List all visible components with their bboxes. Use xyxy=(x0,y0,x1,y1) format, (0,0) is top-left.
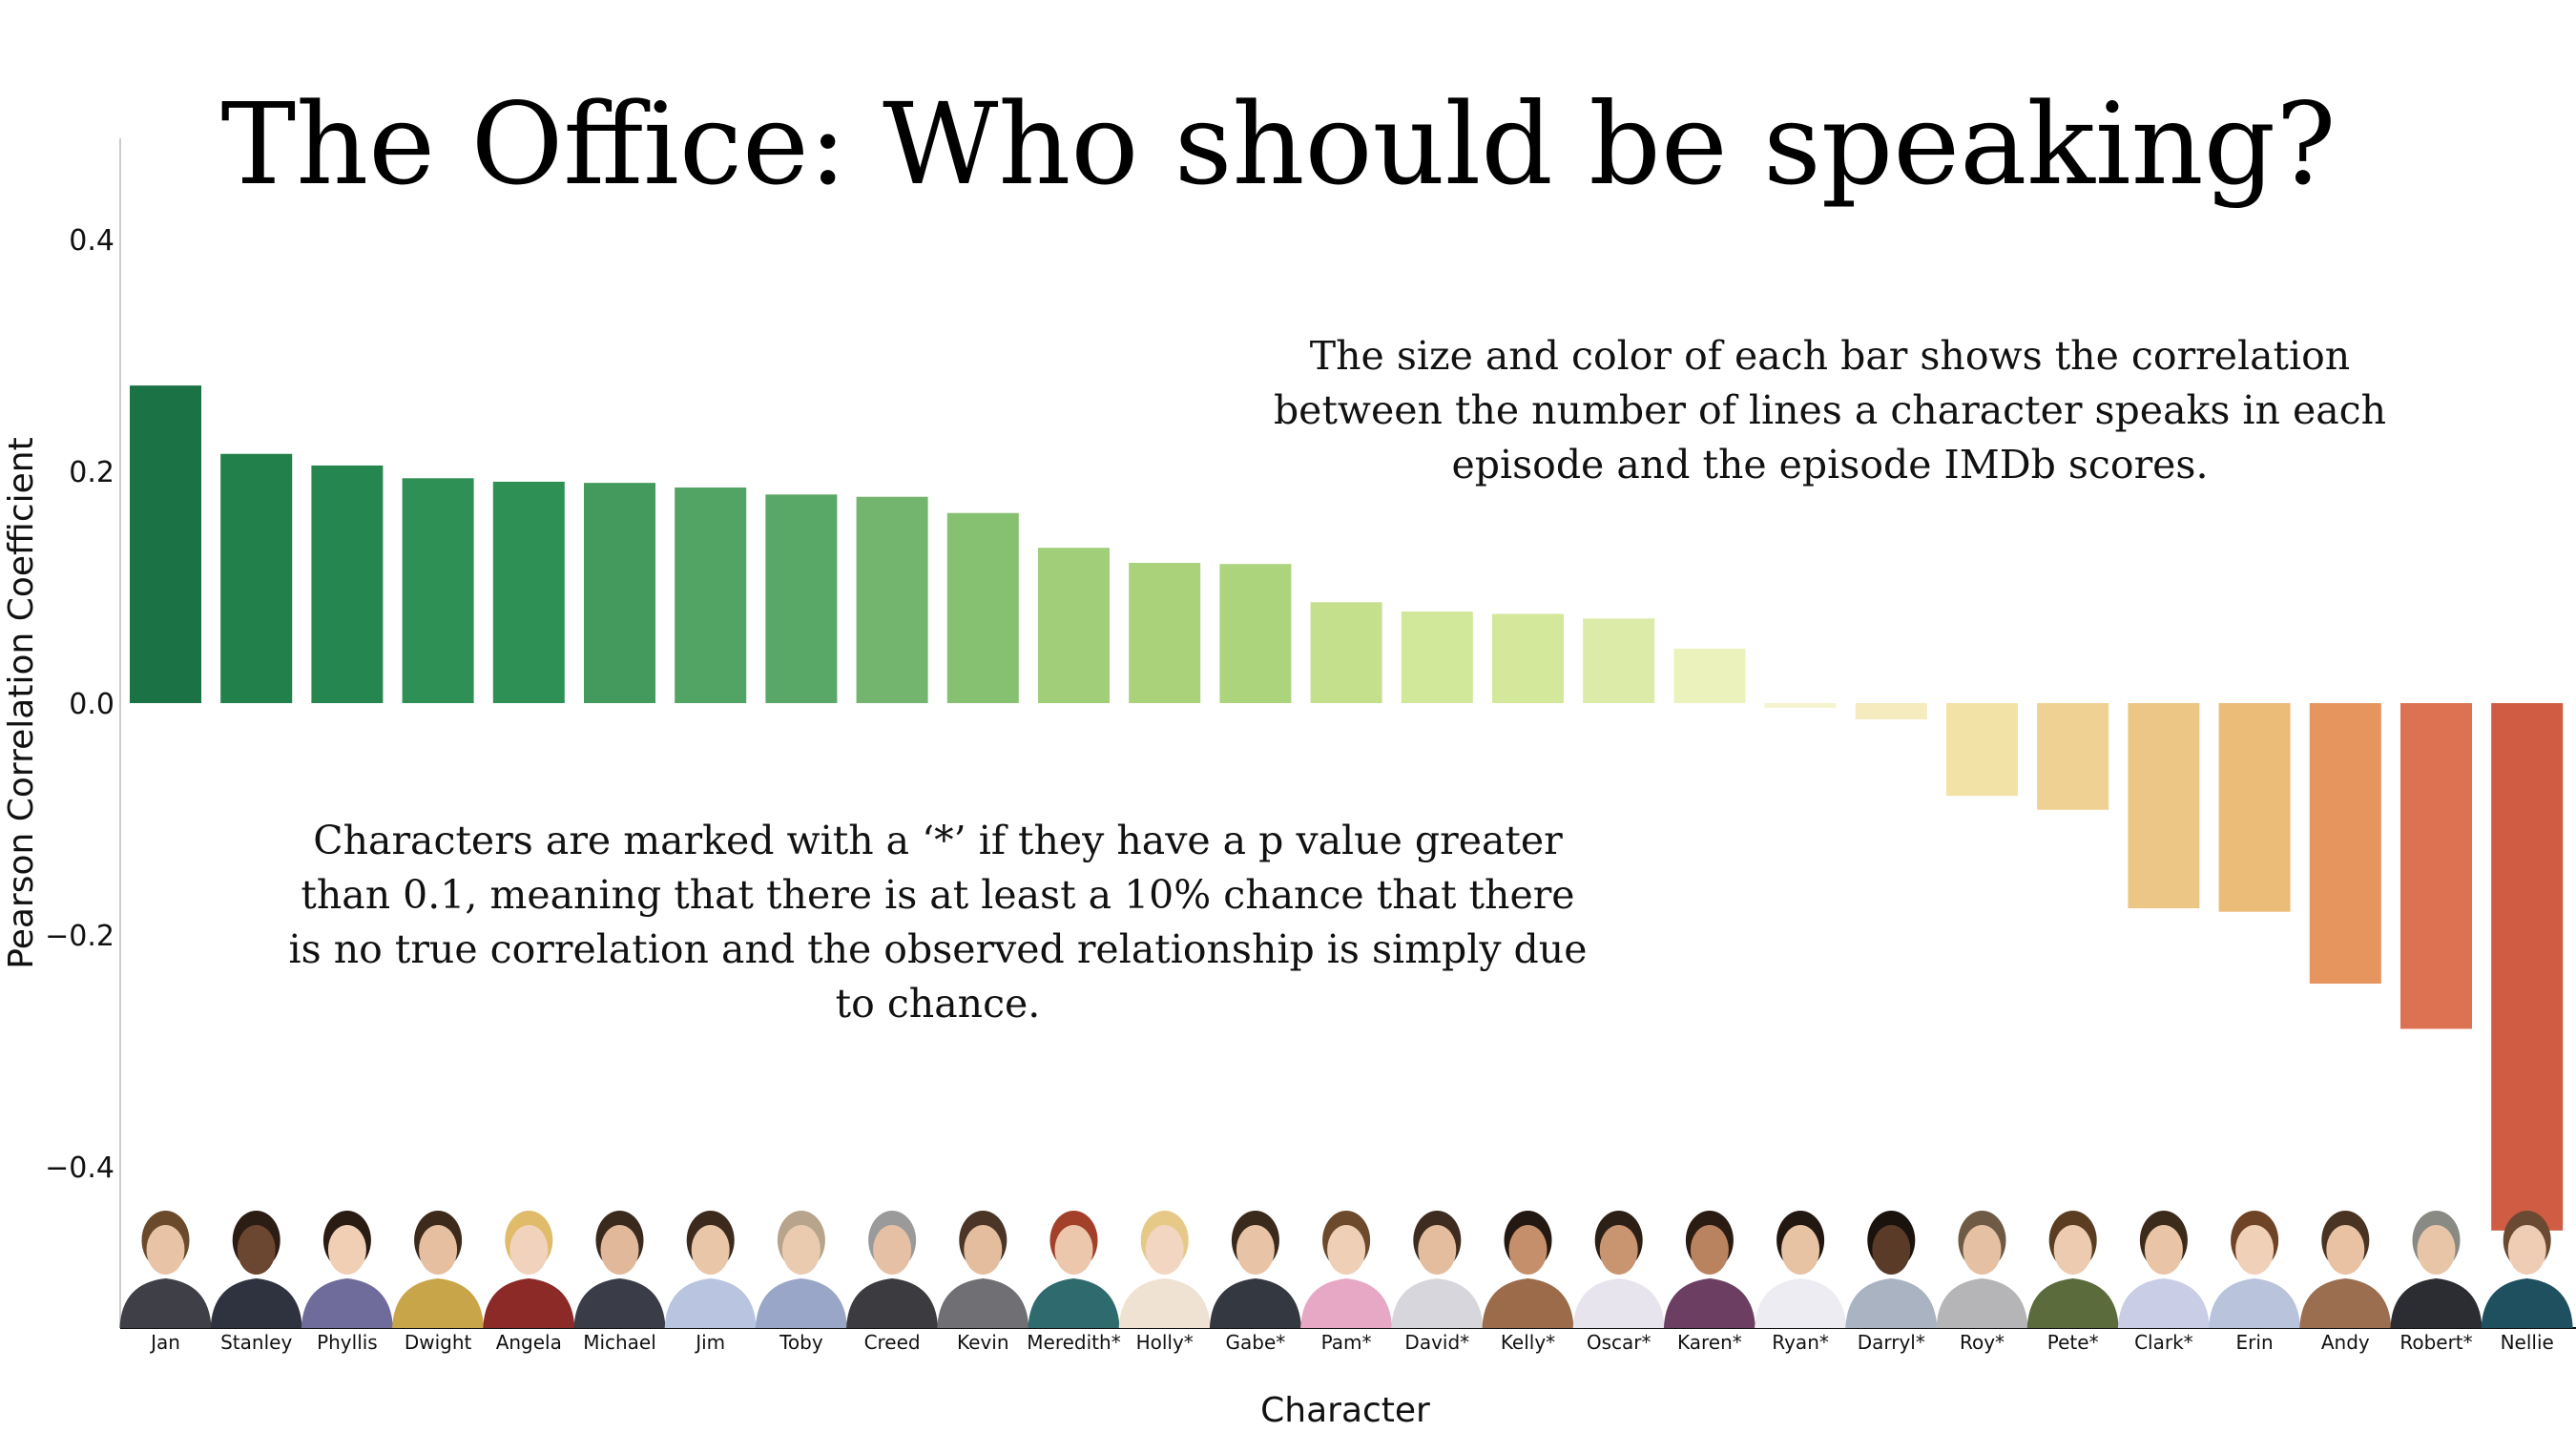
character-portrait xyxy=(301,1211,393,1328)
bar xyxy=(675,488,747,703)
x-tick-label: Karen* xyxy=(1677,1331,1742,1354)
bar xyxy=(1764,703,1837,708)
x-tick-label: David* xyxy=(1404,1331,1469,1354)
character-portrait xyxy=(1936,1211,2028,1328)
x-tick-label: Michael xyxy=(583,1331,656,1354)
y-tick-label: −0.4 xyxy=(45,1152,114,1185)
bar xyxy=(1401,612,1473,703)
character-portrait xyxy=(1755,1211,1847,1328)
bar xyxy=(1673,648,1746,703)
character-portrait xyxy=(1845,1211,1938,1328)
character-portrait xyxy=(2481,1211,2573,1328)
x-tick-label: Nellie xyxy=(2501,1331,2554,1354)
character-portrait xyxy=(1482,1211,1574,1328)
character-portrait xyxy=(2299,1211,2392,1328)
x-tick-label: Holly* xyxy=(1136,1331,1194,1354)
character-portrait xyxy=(1663,1211,1755,1328)
x-tick-label: Jan xyxy=(149,1331,180,1354)
bar xyxy=(1038,548,1110,703)
y-tick-label: −0.2 xyxy=(45,920,114,953)
bar xyxy=(2309,703,2381,985)
character-portrait xyxy=(1209,1211,1301,1328)
x-tick-label: Robert* xyxy=(2399,1331,2472,1354)
character-portrait xyxy=(1391,1211,1484,1328)
bar xyxy=(856,496,928,703)
x-tick-label: Clark* xyxy=(2134,1331,2193,1354)
x-tick-label: Pam* xyxy=(1321,1331,1372,1354)
x-tick-label: Oscar* xyxy=(1587,1331,1652,1354)
x-tick-label: Ryan* xyxy=(1772,1331,1829,1354)
character-portrait xyxy=(392,1211,485,1328)
bar xyxy=(2400,703,2472,1029)
character-portrait xyxy=(1572,1211,1665,1328)
bar xyxy=(946,512,1019,703)
character-portrait xyxy=(1300,1211,1393,1328)
x-tick-labels: Jan Stanley Phyllis Dwight Angela Michael Jim T… xyxy=(149,1331,2554,1354)
bar xyxy=(402,478,474,703)
x-axis-label: Character xyxy=(1260,1391,1430,1430)
y-tick-label: 0.4 xyxy=(69,224,114,258)
x-tick-label: Gabe* xyxy=(1226,1331,1286,1354)
character-portrait xyxy=(2209,1211,2301,1328)
character-portrait xyxy=(846,1211,939,1328)
y-tick-labels: 0.4 0.2 0.0 −0.2 −0.4 xyxy=(45,224,114,1185)
bar xyxy=(584,483,655,703)
bar xyxy=(220,453,293,703)
x-tick-label: Andy xyxy=(2321,1331,2370,1354)
x-tick-label: Roy* xyxy=(1960,1331,2005,1354)
bar xyxy=(1946,703,2018,797)
x-tick-label: Jim xyxy=(694,1331,725,1354)
bar xyxy=(492,481,565,703)
x-tick-label: Meredith* xyxy=(1027,1331,1120,1354)
character-portrait xyxy=(1028,1211,1120,1328)
x-tick-label: Creed xyxy=(864,1331,921,1354)
character-portrait xyxy=(664,1211,757,1328)
bar xyxy=(2218,703,2291,912)
bar xyxy=(311,465,384,703)
y-axis-label: Pearson Correlation Coefficient xyxy=(2,437,41,968)
bar xyxy=(1129,562,1201,703)
bar xyxy=(2037,703,2109,810)
character-portrait xyxy=(2390,1211,2483,1328)
annotation-explanation: The size and color of each bar shows the… xyxy=(1274,333,2386,488)
bar xyxy=(1583,618,1655,703)
character-portrait xyxy=(755,1211,847,1328)
character-portrait xyxy=(2026,1211,2119,1328)
bar xyxy=(130,385,201,703)
x-tick-label: Pete* xyxy=(2047,1331,2099,1354)
y-tick-label: 0.2 xyxy=(69,456,114,489)
x-tick-label: Phyllis xyxy=(317,1331,378,1354)
character-portrait xyxy=(1118,1211,1211,1328)
y-tick-label: 0.0 xyxy=(69,688,114,721)
character-portrait xyxy=(2117,1211,2210,1328)
x-tick-label: Angela xyxy=(496,1331,562,1354)
x-tick-label: Darryl* xyxy=(1858,1331,1925,1354)
character-portrait xyxy=(210,1211,302,1328)
character-portrait xyxy=(119,1211,212,1328)
x-tick-label: Kevin xyxy=(957,1331,1009,1354)
bar xyxy=(2128,703,2200,909)
x-tick-label: Erin xyxy=(2236,1331,2274,1354)
bar xyxy=(1219,564,1292,703)
x-tick-label: Stanley xyxy=(220,1331,292,1354)
bar xyxy=(1492,613,1564,703)
bar xyxy=(2491,703,2564,1231)
annotation-significance: Characters are marked with a ‘*’ if they… xyxy=(289,818,1588,1027)
x-tick-label: Dwight xyxy=(405,1331,472,1354)
character-portrait xyxy=(937,1211,1029,1328)
x-tick-label: Toby xyxy=(779,1331,823,1354)
bar xyxy=(1855,703,1927,720)
bars xyxy=(130,385,2564,1231)
character-portraits xyxy=(119,1211,2573,1328)
x-tick-label: Kelly* xyxy=(1501,1331,1555,1354)
chart-title: The Office: Who should be speaking? xyxy=(221,78,2337,210)
bar xyxy=(1310,602,1382,703)
bar xyxy=(765,494,838,703)
character-portrait xyxy=(573,1211,666,1328)
character-portrait xyxy=(483,1211,575,1328)
